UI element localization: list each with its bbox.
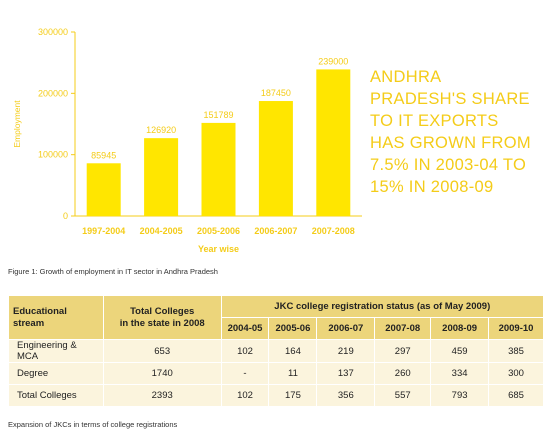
- x-axis-title: Year wise: [198, 244, 239, 254]
- row-stream: Degree: [8, 362, 104, 385]
- row-total: 2393: [102, 384, 222, 407]
- table-cell: 685: [488, 384, 544, 407]
- row-total: 653: [102, 339, 222, 363]
- header-year: 2006-07: [316, 317, 376, 340]
- table-cell: 356: [316, 384, 376, 407]
- table-cell: 557: [374, 384, 432, 407]
- bar: [86, 163, 121, 216]
- table-cell: 219: [316, 339, 376, 363]
- header-year: 2008-09: [430, 317, 490, 340]
- callout-line: 7.5% IN 2003-04 TO: [370, 156, 527, 174]
- data-label: 126920: [146, 125, 176, 135]
- x-tick-label: 2004-2005: [140, 226, 183, 236]
- header-total-colleges: Total Colleges in the state in 2008: [102, 295, 222, 340]
- table-cell: 102: [220, 384, 270, 407]
- table-cell: 11: [268, 362, 318, 385]
- table-cell: -: [220, 362, 270, 385]
- figure-caption: Figure 1: Growth of employment in IT sec…: [8, 267, 218, 276]
- header-year: 2005-06: [268, 317, 318, 340]
- callout-line: 15% IN 2008-09: [370, 178, 494, 196]
- table-cell: 137: [316, 362, 376, 385]
- x-tick-label: 2006-2007: [254, 226, 297, 236]
- bar: [144, 138, 179, 216]
- table-cell: 334: [430, 362, 490, 385]
- data-label: 85945: [91, 150, 116, 160]
- header-year: 2009-10: [488, 317, 544, 340]
- x-tick-label: 2007-2008: [312, 226, 355, 236]
- header-year: 2007-08: [374, 317, 432, 340]
- callout-line: TO IT EXPORTS: [370, 112, 499, 130]
- header-year: 2004-05: [220, 317, 270, 340]
- row-stream: Total Colleges: [8, 384, 104, 407]
- employment-bar-chart: 0 100000 200000 300000 85945 1997-2004 126920 2…: [12, 27, 362, 254]
- jkc-registration-table: Educational stream Total Colleges in the…: [8, 295, 545, 407]
- bar: [201, 122, 236, 216]
- callout-line: ANDHRA: [370, 68, 442, 86]
- header-educational-stream: Educational stream: [8, 295, 104, 340]
- y-axis-title: Employment: [12, 100, 22, 148]
- table-cell: 385: [488, 339, 544, 363]
- y-tick-label: 0: [63, 211, 68, 221]
- table-cell: 300: [488, 362, 544, 385]
- x-tick-label: 1997-2004: [82, 226, 125, 236]
- table-cell: 175: [268, 384, 318, 407]
- y-tick-label: 200000: [38, 88, 68, 98]
- table-row: Total Colleges 2393 102 175 356 557 793 …: [8, 384, 544, 407]
- bar: [316, 69, 351, 216]
- y-tick-label: 100000: [38, 150, 68, 160]
- data-label: 239000: [318, 56, 348, 66]
- table-cell: 102: [220, 339, 270, 363]
- callout-line: HAS GROWN FROM: [370, 134, 531, 152]
- callout-line: PRADESH'S SHARE: [370, 90, 530, 108]
- data-label: 151789: [203, 110, 233, 120]
- table-cell: 297: [374, 339, 432, 363]
- header-jkc-status: JKC college registration status (as of M…: [220, 295, 545, 318]
- table-row: Degree 1740 - 11 137 260 334 300: [8, 362, 544, 385]
- table-caption: Expansion of JKCs in terms of college re…: [8, 420, 178, 429]
- row-total: 1740: [102, 362, 222, 385]
- table-cell: 164: [268, 339, 318, 363]
- data-label: 187450: [261, 88, 291, 98]
- table-cell: 260: [374, 362, 432, 385]
- y-tick-label: 300000: [38, 27, 68, 37]
- table-cell: 459: [430, 339, 490, 363]
- table-cell: 793: [430, 384, 490, 407]
- x-tick-label: 2005-2006: [197, 226, 240, 236]
- table-row: Engineering & MCA 653 102 164 219 297 45…: [8, 339, 544, 363]
- exports-share-callout: ANDHRA PRADESH'S SHARE TO IT EXPORTS HAS…: [370, 66, 550, 198]
- bar: [258, 101, 293, 216]
- row-stream: Engineering & MCA: [8, 339, 104, 363]
